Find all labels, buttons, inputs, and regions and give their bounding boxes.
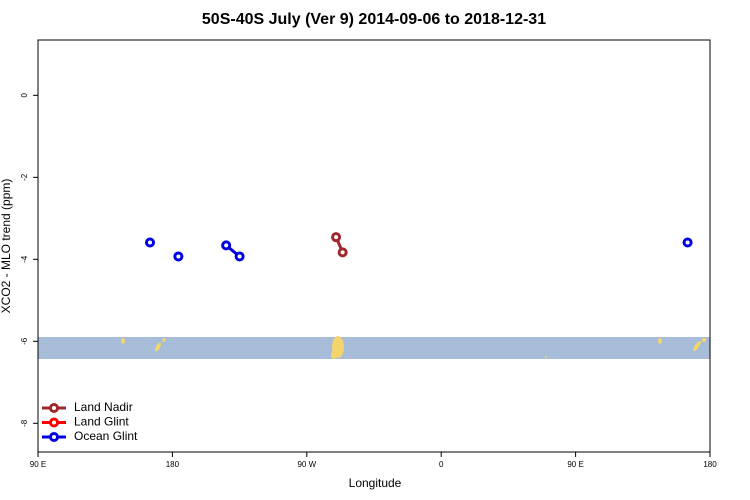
legend-swatch-point — [49, 417, 59, 428]
x-tick-label: 180 — [166, 460, 180, 469]
legend-label: Ocean Glint — [74, 429, 138, 443]
y-tick-label: -8 — [20, 419, 29, 427]
data-point — [221, 240, 232, 251]
data-point — [337, 247, 348, 258]
x-axis-label: Longitude — [349, 476, 402, 490]
y-axis-label: XCO2 - MLO trend (ppm) — [0, 179, 13, 314]
plot-frame — [37, 39, 711, 453]
legend-swatch-point — [49, 432, 59, 442]
y-tick-label: -2 — [20, 173, 29, 181]
x-tick-label: 90 W — [297, 460, 316, 469]
y-tick-label: -6 — [20, 337, 29, 345]
chart-title: 50S-40S July (Ver 9) 2014-09-06 to 2018-… — [202, 11, 546, 28]
x-tick-label: 90 E — [30, 460, 46, 469]
legend-label: Land Glint — [74, 415, 129, 429]
data-point — [682, 237, 693, 248]
data-point — [331, 232, 342, 243]
legend-label: Land Nadir — [74, 400, 133, 414]
y-tick-label: -4 — [20, 255, 29, 263]
x-tick-label: 180 — [703, 460, 717, 469]
map-strip — [38, 336, 710, 359]
x-tick-label: 90 E — [567, 460, 583, 469]
legend-swatch-point — [49, 403, 59, 413]
x-tick-label: 0 — [439, 460, 444, 469]
data-point — [173, 251, 184, 262]
y-tick-label: 0 — [20, 93, 29, 98]
data-point — [234, 251, 245, 262]
data-point — [145, 237, 155, 248]
